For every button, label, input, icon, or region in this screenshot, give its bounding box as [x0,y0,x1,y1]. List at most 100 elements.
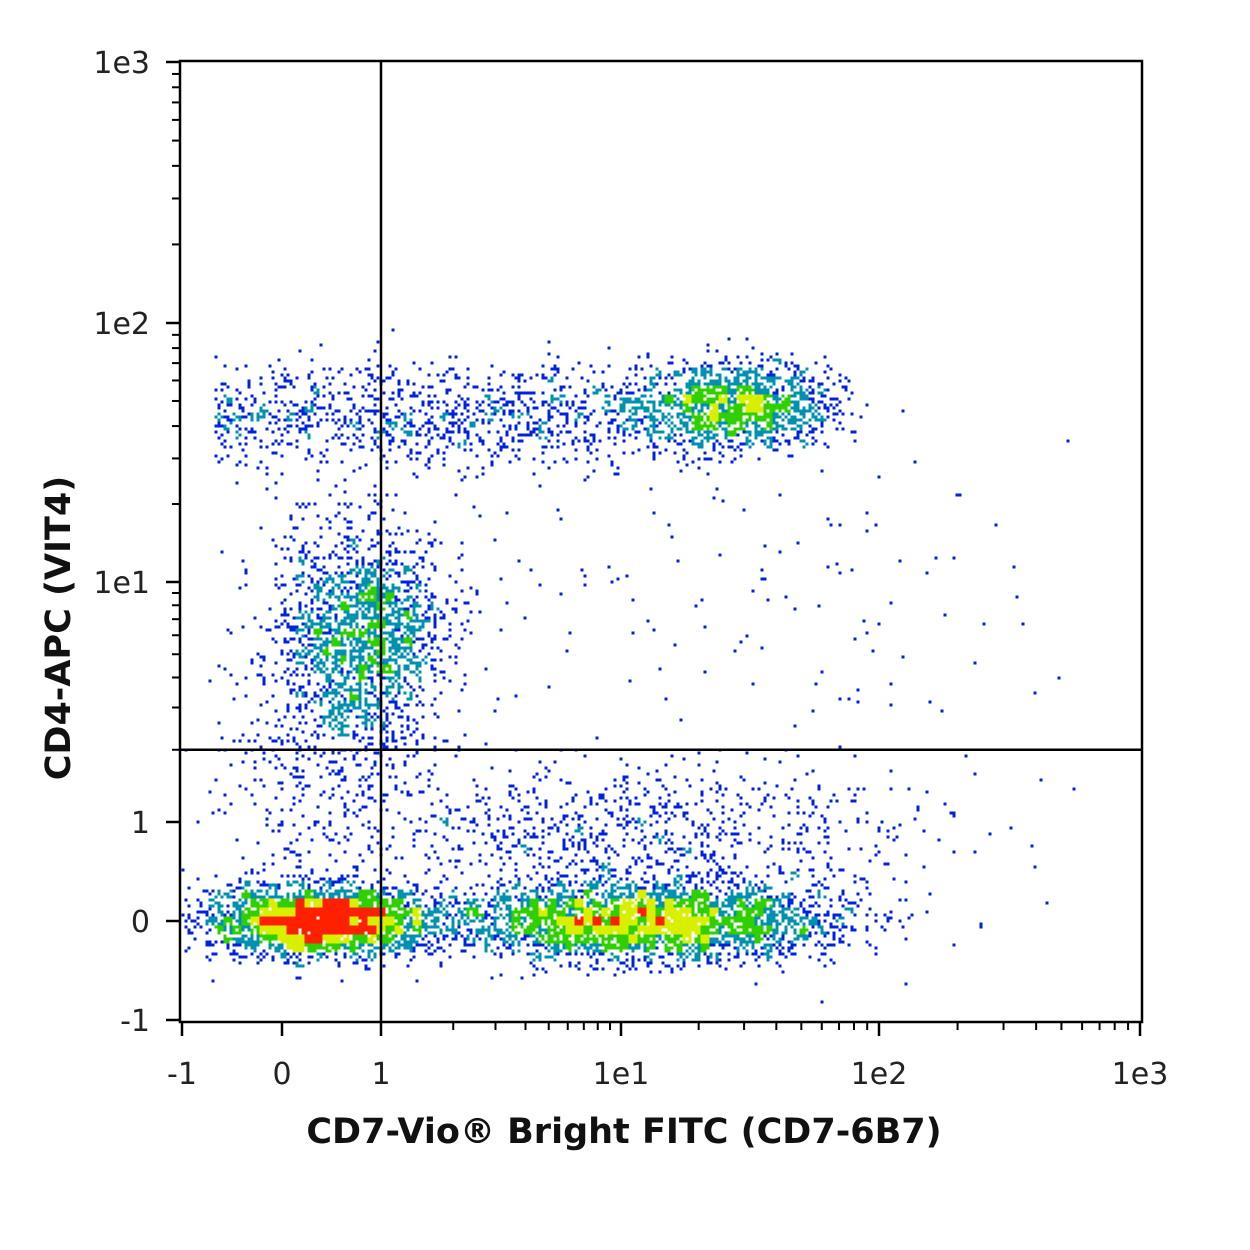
data-point [535,922,539,926]
data-point [214,952,218,956]
data-point [628,886,632,890]
data-point [355,913,359,917]
data-point [367,967,371,971]
data-point [247,925,251,929]
data-point [703,367,707,371]
data-point [640,910,644,914]
data-point [601,874,605,878]
data-point [328,922,332,926]
data-point [373,637,377,641]
data-point [706,943,710,947]
data-point [400,913,404,917]
data-point [331,892,335,896]
data-point [313,901,317,905]
data-point [403,946,407,950]
data-point [601,913,605,917]
data-point [487,934,491,938]
data-point [328,553,332,557]
data-point [688,877,692,881]
data-point [319,940,323,944]
data-point [721,454,725,458]
data-point [397,922,401,926]
data-point [439,961,443,965]
data-point [400,931,404,935]
data-point [403,511,407,515]
data-point [328,574,332,578]
data-point [478,913,482,917]
data-point [649,946,653,950]
data-point [343,901,347,905]
data-point [853,913,857,917]
data-point [817,880,821,884]
data-point [304,916,308,920]
data-point [529,901,533,905]
data-point [307,886,311,890]
data-point [337,532,341,536]
data-point [355,901,359,905]
data-point [634,937,638,941]
data-point [409,616,413,620]
data-point [274,577,278,581]
data-point [298,901,302,905]
data-point [748,907,752,911]
data-point [238,913,242,917]
data-point [736,946,740,950]
data-point [361,529,365,533]
data-point [295,895,299,899]
data-point [343,604,347,608]
data-point [457,922,461,926]
data-point [544,913,548,917]
data-point [790,910,794,914]
data-point [292,931,296,935]
data-point [532,934,536,938]
data-point [184,949,188,953]
data-point [292,898,296,902]
data-point [265,937,269,941]
data-point [607,934,611,938]
data-point [661,907,665,911]
data-point [304,925,308,929]
data-point [349,616,353,620]
data-point [661,889,665,893]
data-point [367,949,371,953]
data-point [334,637,338,641]
data-point [751,400,755,404]
data-point [256,931,260,935]
data-point [715,961,719,965]
data-point [745,949,749,953]
data-point [376,715,380,719]
data-point [394,658,398,662]
data-point [412,661,416,665]
data-point [418,580,422,584]
data-point [649,901,653,905]
data-point [364,898,368,902]
data-point [280,895,284,899]
data-point [760,904,764,908]
data-point [412,949,416,953]
data-point [562,895,566,899]
data-point [565,865,569,869]
data-point [883,913,887,917]
data-point [613,946,617,950]
data-point [196,916,200,920]
data-point [580,910,584,914]
data-point [691,922,695,926]
data-point [289,607,293,611]
data-point [358,646,362,650]
data-point [301,946,305,950]
data-point [568,964,572,968]
data-point [700,925,704,929]
data-point [733,940,737,944]
data-point [508,946,512,950]
data-point [400,634,404,638]
data-point [352,928,356,932]
data-point [499,931,503,935]
data-point [295,913,299,917]
data-point [646,865,650,869]
data-point [370,631,374,635]
data-point [787,898,791,902]
data-point [685,949,689,953]
data-point [478,904,482,908]
data-point [343,898,347,902]
data-point [310,898,314,902]
